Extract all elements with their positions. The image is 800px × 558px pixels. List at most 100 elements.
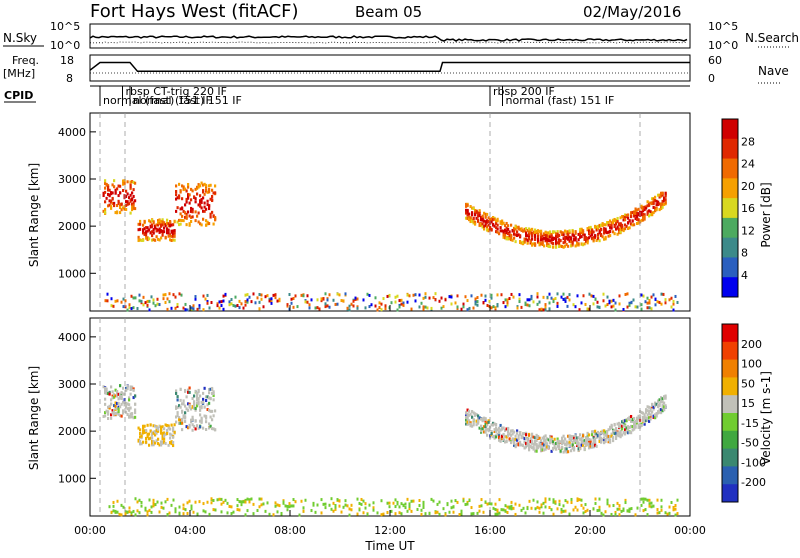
ground-scatter-cell bbox=[220, 300, 223, 304]
ground-scatter-cell bbox=[242, 306, 245, 310]
echo-cell bbox=[495, 226, 498, 230]
echo-cell bbox=[110, 199, 113, 203]
ground-scatter-cell bbox=[178, 292, 181, 296]
echo-cell bbox=[514, 225, 517, 229]
ground-scatter-cell bbox=[438, 299, 441, 303]
echo-cell bbox=[657, 200, 660, 204]
echo-cell bbox=[481, 217, 484, 221]
ground-scatter-cell bbox=[270, 300, 273, 304]
ground-scatter-cell bbox=[168, 292, 171, 296]
echo-cell bbox=[610, 432, 613, 436]
echo-cell bbox=[517, 443, 520, 447]
echo-cell bbox=[645, 416, 648, 420]
ground-scatter-cell bbox=[402, 303, 405, 307]
echo-cell bbox=[486, 225, 489, 229]
echo-cell bbox=[646, 200, 649, 204]
nsearch-label: N.Search bbox=[745, 31, 799, 45]
echo-cell bbox=[546, 242, 549, 246]
echo-cell bbox=[523, 237, 526, 241]
echo-cell bbox=[200, 181, 203, 185]
echo-cell bbox=[116, 210, 119, 214]
echo-cell bbox=[573, 436, 576, 440]
echo-cell bbox=[573, 439, 576, 443]
echo-cell bbox=[577, 242, 580, 246]
echo-cell bbox=[483, 211, 486, 215]
echo-cell bbox=[493, 428, 496, 432]
echo-cell bbox=[212, 427, 215, 431]
ground-scatter-cell bbox=[192, 304, 195, 308]
echo-cell bbox=[568, 440, 571, 444]
ground-scatter-cell bbox=[152, 301, 155, 305]
echo-cell bbox=[481, 417, 484, 421]
ground-scatter-cell bbox=[544, 303, 547, 307]
echo-cell bbox=[498, 426, 501, 430]
ground-scatter-cell bbox=[288, 293, 291, 297]
echo-cell bbox=[164, 442, 167, 446]
echo-cell bbox=[205, 183, 208, 187]
echo-cell bbox=[658, 202, 661, 206]
echo-cell bbox=[660, 202, 663, 206]
ground-scatter-cell bbox=[112, 304, 115, 308]
echo-cell bbox=[600, 436, 603, 440]
echo-cell bbox=[185, 407, 188, 411]
echo-cell bbox=[652, 414, 655, 418]
ground-scatter-cell bbox=[204, 297, 207, 301]
echo-cell bbox=[477, 218, 480, 222]
echo-cell bbox=[535, 433, 538, 437]
ground-scatter-cell bbox=[552, 500, 555, 504]
echo-cell bbox=[574, 244, 577, 248]
ground-scatter-cell bbox=[240, 503, 243, 507]
echo-cell bbox=[132, 387, 135, 391]
echo-cell bbox=[499, 439, 502, 443]
ground-scatter-cell bbox=[566, 304, 569, 308]
ground-scatter-cell bbox=[572, 303, 575, 307]
ground-scatter-cell bbox=[190, 306, 193, 310]
echo-cell bbox=[646, 413, 649, 417]
echo-cell bbox=[160, 425, 163, 429]
echo-cell bbox=[206, 395, 209, 399]
echo-cell bbox=[146, 238, 149, 242]
ground-scatter-cell bbox=[126, 510, 129, 514]
ground-scatter-cell bbox=[476, 303, 479, 307]
echo-cell bbox=[471, 415, 474, 419]
echo-cell bbox=[197, 397, 200, 401]
echo-cell bbox=[634, 211, 637, 215]
echo-cell bbox=[621, 225, 624, 229]
ground-scatter-cell bbox=[184, 302, 187, 306]
echo-cell bbox=[196, 404, 199, 408]
ground-scatter-cell bbox=[670, 305, 673, 309]
echo-cell bbox=[160, 440, 163, 444]
echo-cell bbox=[194, 200, 197, 204]
echo-cell bbox=[579, 235, 582, 239]
ground-scatter-cell bbox=[542, 511, 545, 515]
echo-cell bbox=[107, 204, 110, 208]
echo-cell bbox=[126, 402, 129, 406]
ground-scatter-cell bbox=[548, 505, 551, 509]
echo-cell bbox=[651, 213, 654, 217]
ground-scatter-cell bbox=[170, 306, 173, 310]
echo-cell bbox=[628, 417, 631, 421]
echo-cell bbox=[556, 439, 559, 443]
ground-scatter-cell bbox=[240, 500, 243, 504]
ground-scatter-cell bbox=[172, 498, 175, 502]
echo-cell bbox=[206, 408, 209, 412]
echo-cell bbox=[513, 229, 516, 233]
ground-scatter-cell bbox=[480, 498, 483, 502]
ground-scatter-cell bbox=[400, 298, 403, 302]
ground-scatter-cell bbox=[226, 511, 229, 515]
ground-scatter-cell bbox=[468, 306, 471, 310]
echo-cell bbox=[654, 209, 657, 213]
echo-cell bbox=[468, 409, 471, 413]
echo-cell bbox=[661, 404, 664, 408]
ground-scatter-cell bbox=[418, 305, 421, 309]
echo-cell bbox=[208, 184, 211, 188]
ground-scatter-cell bbox=[398, 299, 401, 303]
colorbar-tick: 8 bbox=[741, 247, 748, 260]
echo-cell bbox=[513, 232, 516, 236]
echo-cell bbox=[561, 445, 564, 449]
colorbar-segment bbox=[722, 158, 738, 179]
echo-cell bbox=[113, 408, 116, 412]
freq-label: Freq. bbox=[12, 54, 39, 67]
ground-scatter-cell bbox=[278, 299, 281, 303]
echo-cell bbox=[151, 436, 154, 440]
